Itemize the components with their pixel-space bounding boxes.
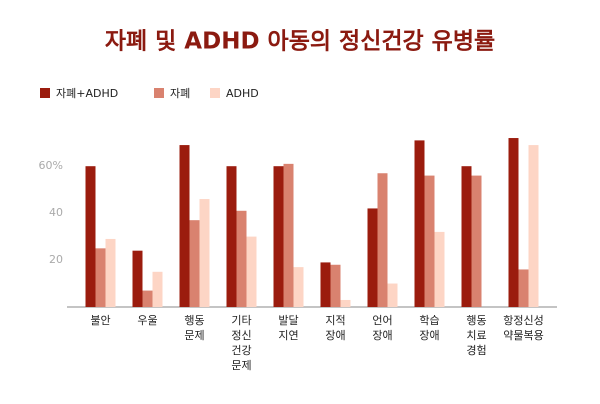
bar — [293, 267, 304, 307]
bar — [189, 220, 200, 307]
y-tick-label: 60% — [39, 159, 63, 172]
x-tick-label: 기타 — [231, 314, 251, 327]
bar — [424, 175, 435, 307]
x-tick-label: 경험 — [466, 344, 486, 357]
bar — [461, 166, 472, 307]
x-tick-label: 지연 — [278, 329, 298, 342]
x-tick-label: 정신 — [231, 329, 251, 342]
bar — [199, 199, 210, 307]
x-tick-label: 장애 — [372, 329, 392, 342]
x-tick-label: 약물복용 — [503, 328, 543, 342]
bar — [152, 271, 163, 307]
legend-swatch — [40, 88, 50, 98]
x-tick-label: 장애 — [325, 329, 345, 342]
x-tick-label: 행동 — [466, 314, 486, 327]
x-tick-label: 발달 — [278, 314, 298, 327]
bar — [273, 166, 284, 307]
bar — [142, 290, 153, 307]
legend-label: 자폐 — [170, 87, 190, 100]
bar — [105, 238, 116, 307]
bar — [414, 140, 425, 307]
bar — [508, 138, 519, 307]
x-tick-label: 건강 — [231, 344, 251, 357]
x-tick-label: 언어 — [372, 314, 392, 327]
x-tick-label: 문제 — [231, 359, 251, 372]
bar — [387, 283, 398, 307]
x-tick-label: 우울 — [137, 314, 157, 327]
y-tick-label: 20 — [49, 253, 63, 266]
bar — [95, 248, 106, 307]
bar — [367, 208, 378, 307]
bar — [377, 173, 388, 307]
bar — [236, 210, 247, 307]
bar — [132, 250, 143, 307]
bar — [179, 145, 190, 307]
bar — [528, 145, 539, 307]
x-tick-label: 치료 — [466, 329, 486, 342]
legend-label: 자폐+ADHD — [56, 87, 118, 100]
x-tick-label: 행동 — [184, 314, 204, 327]
bar — [246, 236, 257, 307]
x-tick-label: 학습 — [419, 314, 439, 327]
bar — [320, 262, 331, 307]
y-tick-label: 40 — [49, 206, 63, 219]
bar — [85, 166, 96, 307]
x-tick-label: 장애 — [419, 329, 439, 342]
x-tick-label: 항정신성 — [503, 314, 543, 327]
x-tick-label: 불안 — [90, 314, 110, 327]
chart-title: 자폐 및 ADHD 아동의 정신건강 유병률 — [105, 29, 495, 55]
bar — [471, 175, 482, 307]
x-tick-label: 문제 — [184, 329, 204, 342]
bar — [518, 269, 529, 307]
bar — [226, 166, 237, 307]
bar — [330, 264, 341, 307]
bar — [283, 163, 294, 307]
x-tick-label: 지적 — [325, 314, 345, 327]
legend-swatch — [154, 88, 164, 98]
bar — [434, 231, 445, 307]
bar — [340, 299, 351, 307]
legend-label: ADHD — [226, 87, 259, 100]
legend-swatch — [210, 88, 220, 98]
